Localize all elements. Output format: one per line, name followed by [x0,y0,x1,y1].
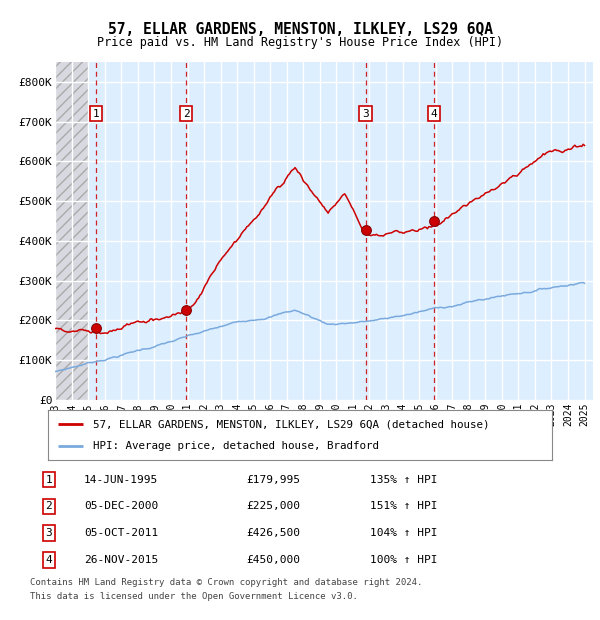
Text: 3: 3 [362,108,369,118]
Text: 135% ↑ HPI: 135% ↑ HPI [370,475,438,485]
Bar [55,62,88,400]
Text: 2: 2 [183,108,190,118]
Text: Contains HM Land Registry data © Crown copyright and database right 2024.: Contains HM Land Registry data © Crown c… [30,578,422,587]
Text: 1: 1 [46,475,52,485]
Text: This data is licensed under the Open Government Licence v3.0.: This data is licensed under the Open Gov… [30,592,358,601]
Text: 05-OCT-2011: 05-OCT-2011 [84,528,158,538]
Text: Price paid vs. HM Land Registry's House Price Index (HPI): Price paid vs. HM Land Registry's House … [97,36,503,49]
Text: 151% ↑ HPI: 151% ↑ HPI [370,502,438,512]
Text: 4: 4 [46,555,52,565]
Text: 05-DEC-2000: 05-DEC-2000 [84,502,158,512]
Text: 1: 1 [92,108,99,118]
Text: £426,500: £426,500 [246,528,300,538]
Text: £179,995: £179,995 [246,475,300,485]
Text: HPI: Average price, detached house, Bradford: HPI: Average price, detached house, Brad… [94,441,379,451]
Text: 3: 3 [46,528,52,538]
Text: 26-NOV-2015: 26-NOV-2015 [84,555,158,565]
Text: 2: 2 [46,502,52,512]
Text: 57, ELLAR GARDENS, MENSTON, ILKLEY, LS29 6QA (detached house): 57, ELLAR GARDENS, MENSTON, ILKLEY, LS29… [94,419,490,429]
Text: 14-JUN-1995: 14-JUN-1995 [84,475,158,485]
Text: £450,000: £450,000 [246,555,300,565]
Text: 100% ↑ HPI: 100% ↑ HPI [370,555,438,565]
Text: 104% ↑ HPI: 104% ↑ HPI [370,528,438,538]
Text: 4: 4 [431,108,437,118]
Text: 57, ELLAR GARDENS, MENSTON, ILKLEY, LS29 6QA: 57, ELLAR GARDENS, MENSTON, ILKLEY, LS29… [107,22,493,37]
Text: £225,000: £225,000 [246,502,300,512]
